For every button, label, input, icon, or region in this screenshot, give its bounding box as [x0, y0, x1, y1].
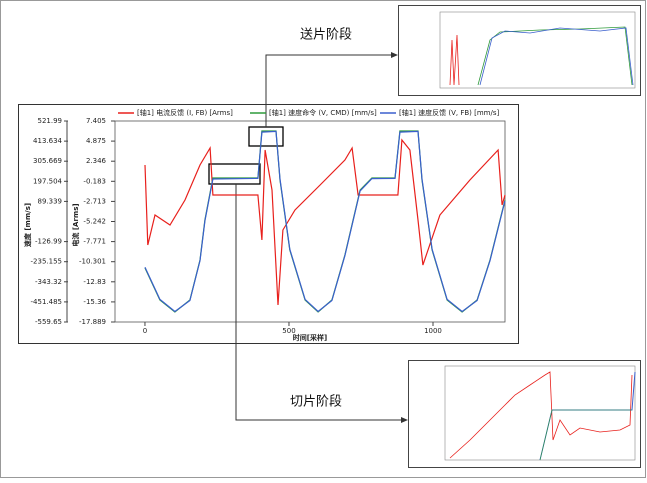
y2-tick-label: -5.242	[83, 218, 106, 226]
annotation: 切片阶段	[290, 395, 342, 410]
y-tick-label: -451.485	[31, 298, 62, 306]
inset-line	[477, 26, 633, 86]
y-tick-label: -343.32	[35, 278, 62, 286]
inset-line	[449, 371, 633, 459]
chart-panel	[18, 104, 519, 344]
y2-tick-label: -15.36	[83, 298, 106, 306]
inset-bottom	[408, 360, 641, 468]
x-axis-title: 时间[采样]	[293, 333, 327, 342]
y-tick-label: -559.65	[35, 318, 62, 326]
inset-frame	[408, 360, 641, 468]
inset-top	[398, 5, 641, 96]
series-line	[144, 138, 506, 306]
y-axis-title: 速度 [mm/s]	[23, 203, 32, 247]
inset-plot	[439, 11, 636, 89]
legend-label: [轴1] 速度命令 (V, CMD) [mm/s]	[269, 108, 377, 117]
series-line	[144, 130, 506, 313]
y-tick-label: -235.155	[31, 258, 62, 266]
inset-line	[479, 27, 634, 86]
y2-tick-label: -7.771	[83, 238, 106, 246]
inset-frame	[398, 5, 641, 96]
x-tick-label: 500	[282, 327, 295, 335]
legend-label: [轴1] 速度反馈 (V, FB) [mm/s]	[399, 108, 499, 117]
y2-tick-label: -17.889	[79, 318, 106, 326]
y2-tick-label: -12.83	[83, 278, 106, 286]
y-tick-label: 521.99	[38, 117, 63, 125]
inset-line	[539, 409, 632, 461]
inset-line	[449, 34, 460, 86]
y2-tick-label: 2.346	[86, 157, 107, 165]
y2-tick-label: 7.405	[86, 117, 106, 125]
y-tick-label: 89.339	[38, 197, 63, 205]
highlight-box	[208, 163, 261, 185]
x-tick-label: 1000	[424, 327, 442, 335]
y-tick-label: 197.504	[33, 177, 62, 185]
y-tick-label: -126.99	[35, 238, 62, 246]
y2-tick-label: -2.713	[83, 197, 106, 205]
y2-tick-label: -10.301	[79, 258, 106, 266]
x-tick-label: 0	[143, 327, 147, 335]
connector	[265, 54, 395, 127]
y2-tick-label: 4.875	[86, 137, 106, 145]
y2-tick-label: -0.183	[83, 177, 106, 185]
y-tick-label: 305.669	[33, 157, 62, 165]
y-tick-label: 413.634	[33, 137, 62, 145]
connector	[235, 184, 405, 421]
legend-label: [轴1] 电流反馈 (I, FB) [Arms]	[137, 108, 233, 117]
y2-axis-title: 电流 [Arms]	[71, 203, 80, 246]
arrow-head	[391, 52, 398, 58]
arrow-head	[401, 417, 408, 423]
annotation: 送片阶段	[300, 28, 352, 43]
